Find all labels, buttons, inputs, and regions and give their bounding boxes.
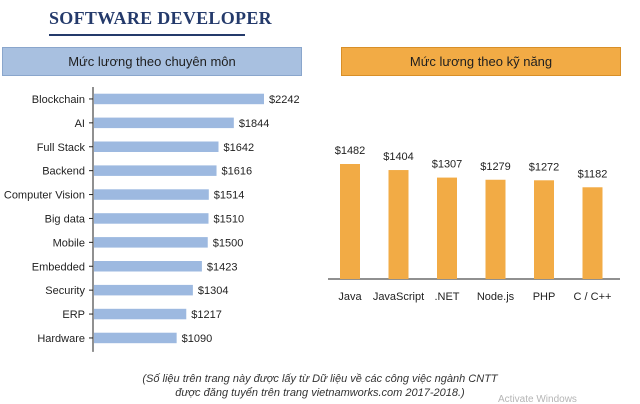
specialty-value-label: $1642 [224,142,255,154]
skill-value-label: $1182 [578,168,608,180]
specialty-value-label: $1500 [213,237,244,249]
specialty-bar [94,261,202,272]
page-title: SOFTWARE DEVELOPER [49,8,272,28]
skill-bar [534,180,554,279]
specialty-bar [94,213,209,224]
specialty-value-label: $1844 [239,118,270,130]
specialty-bar [94,117,234,129]
skill-bar [388,170,409,279]
skill-category-label: Node.js [477,291,515,303]
skill-value-label: $1482 [335,145,366,157]
skill-category-label: C / C++ [574,291,612,303]
specialty-category-label: Backend [42,166,85,178]
skill-value-label: $1272 [529,161,560,173]
specialty-value-label: $1514 [214,190,245,202]
footnote-line-1: (Số liệu trên trang này được lấy từ Dữ l… [142,373,498,385]
specialty-category-label: Full Stack [37,142,86,154]
skill-value-label: $1404 [383,151,414,163]
specialty-chart-header: Mức lương theo chuyên môn [2,47,302,76]
specialty-value-label: $2242 [269,94,300,106]
title-underline [49,34,245,36]
specialty-category-label: Embedded [32,261,85,273]
specialty-value-label: $1304 [198,285,229,297]
skill-value-label: $1279 [480,161,511,173]
specialty-bar [94,332,177,344]
specialty-bar [94,189,209,200]
specialty-value-label: $1217 [191,309,222,321]
specialty-bar [94,237,208,248]
skill-category-label: JavaScript [373,291,424,303]
specialty-bar [94,284,193,296]
skill-bar [340,164,360,279]
specialty-category-label: Computer Vision [4,190,85,202]
skill-value-label: $1307 [432,159,463,171]
specialty-category-label: AI [75,118,85,130]
skill-category-label: Java [338,291,362,303]
specialty-value-label: $1510 [213,213,244,225]
activate-windows-watermark: Activate Windows [498,394,577,404]
specialty-bar [94,93,264,105]
specialty-category-label: Mobile [53,237,85,249]
skill-chart-header: Mức lương theo kỹ năng [341,47,621,76]
skill-bar [582,187,603,279]
specialty-value-label: $1090 [182,333,213,345]
specialty-category-label: Security [45,285,85,297]
footnote: (Số liệu trên trang này được lấy từ Dữ l… [0,372,640,400]
specialty-salary-chart: Blockchain $2242 AI $1844 Full Stack $1642 Bac… [4,87,300,352]
specialty-category-label: Big data [45,213,86,225]
specialty-value-label: $1616 [222,166,253,178]
specialty-bar [94,141,219,152]
skill-salary-chart: $1482 Java $1404 JavaScript $1307 .NET $1279 No… [328,145,620,303]
specialty-category-label: ERP [62,309,85,321]
specialty-bar [94,165,217,176]
specialty-category-label: Hardware [37,333,85,345]
skill-category-label: PHP [533,291,556,303]
specialty-category-label: Blockchain [32,94,85,106]
specialty-bar [94,308,187,320]
specialty-value-label: $1423 [207,261,238,273]
skill-bar [437,177,457,279]
skill-category-label: .NET [434,291,459,303]
footnote-line-2: được đăng tuyển trên trang vietnamworks.… [175,387,465,399]
skill-bar [485,179,506,279]
